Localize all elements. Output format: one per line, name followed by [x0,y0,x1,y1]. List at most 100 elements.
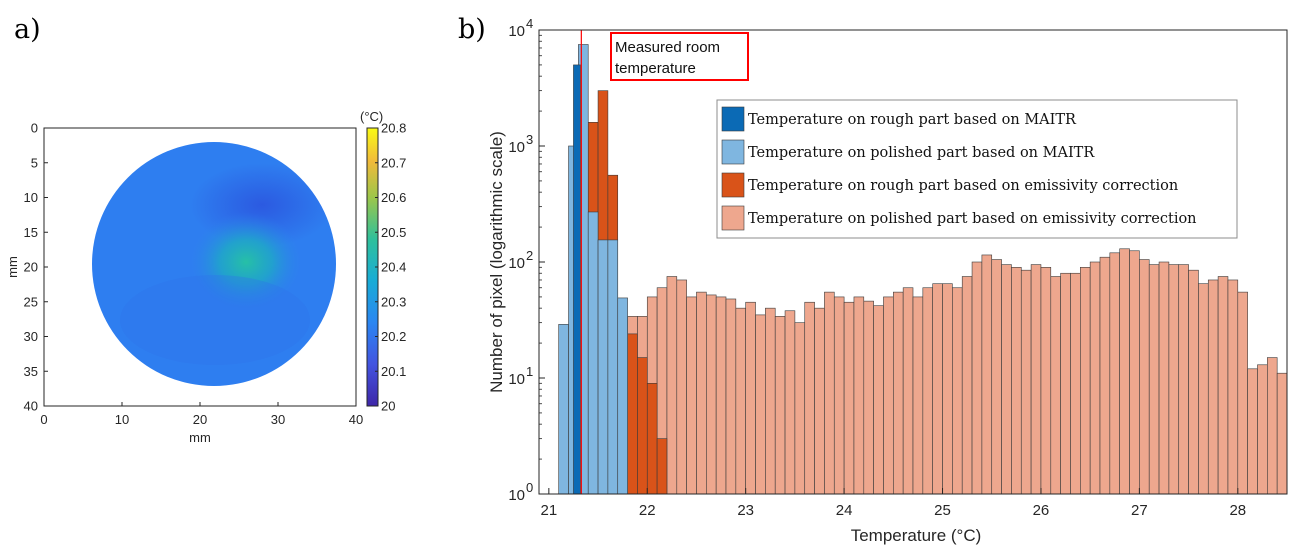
histogram-bar-series-1 [646,383,658,494]
histogram-bar-series-0 [1040,267,1052,494]
histogram-bar-series-0 [1276,372,1287,494]
histogram-bar-series-0 [1109,252,1120,494]
legend-label: Temperature on rough part based on MAITR [748,112,1077,128]
histogram-bar-series-0 [1129,250,1140,494]
colorbar-tick-label: 20.1 [381,364,406,379]
histogram-x-tick-label: 28 [1229,502,1246,519]
legend-swatch [721,205,745,231]
legend-swatch [721,106,745,132]
heatmap-x-tick-label: 30 [271,412,285,427]
histogram-bar-series-0 [1227,279,1239,494]
annotation-frame [610,32,749,81]
histogram-bar-series-0 [774,316,786,494]
heatmap-y-axis-label: mm [5,256,20,278]
histogram-y-tick-label: 10 [508,139,525,156]
histogram-bar-series-0 [765,307,776,494]
histogram-x-axis-label: Temperature (°C) [851,526,982,545]
histogram-bar-series-0 [1286,383,1287,494]
histogram-bar-series-1 [627,333,638,494]
legend-label: Temperature on rough part based on emiss… [748,178,1178,194]
colorbar-ticks: 20.8 20.7 20.6 20.5 20.4 20.3 20.2 20.1 20 [375,121,406,414]
heatmap-lower-shade [120,275,310,365]
histogram-x-tick-label: 27 [1131,502,1148,519]
histogram-bar-series-0 [676,279,687,494]
histogram-bar-series-2 [607,239,619,494]
histogram-bar-series-0 [981,254,993,494]
histogram-y-tick-exponent: 3 [526,132,533,147]
histogram-bar-series-0 [824,291,835,494]
legend: Temperature on rough part based on MAITR… [716,99,1238,239]
histogram-bar-series-0 [1178,264,1189,494]
heatmap-field [92,142,336,386]
histogram-bar-series-0 [1020,269,1032,494]
histogram-bar-series-0 [1050,276,1061,494]
heatmap-y-tick-label: 10 [24,190,38,205]
histogram-bar-series-0 [1001,264,1012,494]
histogram-bar-series-0 [853,296,865,494]
histogram-bar-series-0 [922,287,933,494]
histogram-bar-series-0 [912,296,924,494]
legend-label: Temperature on polished part based on MA… [748,145,1095,161]
histogram-bar-series-0 [893,291,904,494]
colorbar-tick-label: 20.6 [381,190,406,205]
heatmap-y-tick-label: 0 [31,121,38,136]
colorbar-tick-label: 20.8 [381,121,406,136]
colorbar-tick-label: 20.5 [381,225,406,240]
histogram-bar-series-0 [1148,264,1160,494]
histogram-bar-series-0 [1060,272,1071,494]
histogram-bar-series-0 [1030,264,1042,494]
histogram-bar-series-0 [932,283,943,494]
histogram-x-tick-label: 22 [639,502,656,519]
histogram-bar-series-0 [1188,269,1199,494]
heatmap-x-axis-label: mm [189,430,211,445]
histogram-bar-series-0 [883,296,894,494]
heatmap-y-tick-label: 35 [24,364,38,379]
histogram-bar-series-0 [814,307,825,494]
heatmap-y-tick-label: 20 [24,260,38,275]
annotation-box: Measured room temperature [610,32,749,81]
histogram-y-tick-label: 10 [508,371,525,388]
histogram-bar-series-0 [706,294,717,494]
histogram-bars [558,44,1287,494]
histogram-bar-series-0 [755,314,766,494]
histogram-bar-series-0 [1257,364,1268,494]
histogram-bar-series-0 [863,300,874,494]
histogram-x-tick-label: 25 [934,502,951,519]
histogram-x-tick-label: 26 [1033,502,1050,519]
histogram-bar-series-0 [1080,267,1091,494]
histogram-x-tick-label: 24 [836,502,853,519]
heatmap-y-tick-label: 30 [24,329,38,344]
heatmap-x-tick-label: 40 [349,412,363,427]
colorbar-tick-label: 20.7 [381,155,406,170]
histogram-bar-series-0 [794,322,806,494]
histogram-y-tick-exponent: 4 [526,16,533,31]
histogram-bar-series-0 [1207,279,1219,494]
histogram-bar-series-0 [1070,272,1081,494]
histogram-bar-series-2 [597,239,609,494]
histogram-bar-series-0 [1267,357,1278,494]
histogram-bar-series-0 [942,283,953,494]
histogram-bar-series-0 [1099,256,1111,494]
histogram-bar-series-0 [745,301,756,494]
histogram-bar-series-0 [784,310,796,494]
colorbar-tick-label: 20 [381,399,395,414]
annotation-line-1: Measured room [615,39,720,56]
histogram-y-tick-exponent: 0 [526,480,533,495]
heatmap-y-tick-label: 40 [24,399,38,414]
colorbar-tick-label: 20.2 [381,329,406,344]
histogram-bar-series-0 [1168,264,1180,494]
panel-b-label: b) [458,14,486,45]
legend-items: Temperature on rough part based on MAITR… [721,106,1197,231]
legend-frame [716,99,1238,239]
histogram-bar-series-0 [902,287,914,494]
heatmap-y-tick-label: 15 [24,225,38,240]
annotation-line-2: temperature [615,60,696,77]
colorbar-tick-label: 20.3 [381,294,406,309]
histogram-y-axis-label: Number of pixel (logarithmic scale) [487,131,506,393]
histogram-bar-series-2 [558,324,569,494]
histogram-bar-series-0 [843,301,855,494]
histogram-bar-series-0 [735,307,746,494]
